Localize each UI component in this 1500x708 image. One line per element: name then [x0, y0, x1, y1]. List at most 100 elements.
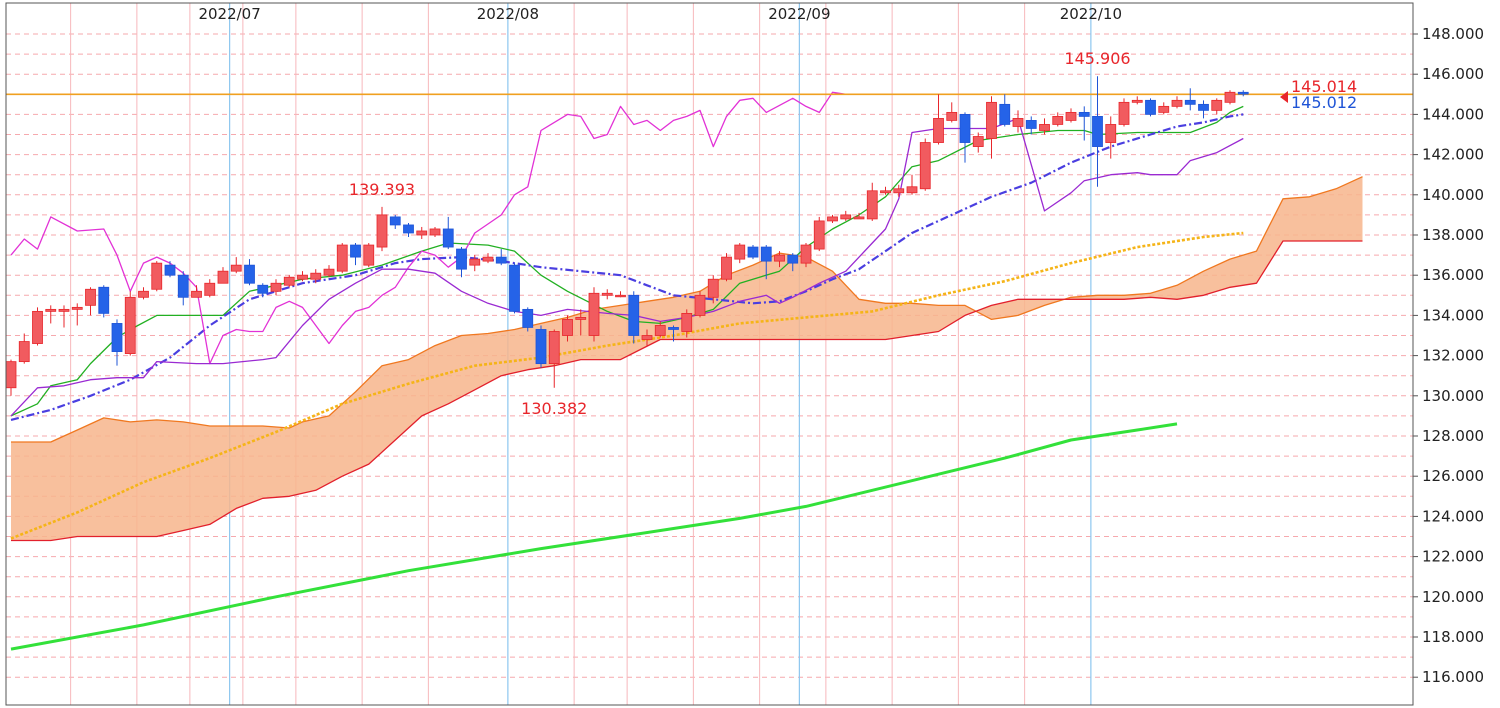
candle-body — [548, 331, 560, 365]
candle-body — [363, 244, 375, 266]
extreme-price-label: 145.906 — [1064, 49, 1130, 68]
indicator-lines — [10, 91, 1244, 651]
candle-body — [866, 190, 878, 220]
y-axis-ticks: 116.000 118.000 120.000 122.000 124.000 126.0… — [1413, 25, 1484, 686]
y-tick-label: 118.000 — [1422, 628, 1484, 646]
candle-body — [1224, 91, 1236, 103]
series-line-green_thin — [10, 105, 1244, 417]
candle-body — [893, 188, 905, 194]
candle-body — [456, 248, 467, 270]
candle-body — [336, 244, 348, 272]
candle-body — [376, 214, 388, 248]
candles — [5, 76, 1249, 396]
candle-body — [601, 292, 613, 296]
candle-body — [919, 142, 931, 190]
y-tick-label: 128.000 — [1422, 427, 1484, 445]
candle-body — [681, 312, 693, 332]
candle-body — [1118, 101, 1130, 125]
candle-body — [946, 111, 958, 121]
candle-body — [177, 274, 189, 298]
candle-body — [1131, 99, 1143, 103]
series-line-orange_dotted — [10, 231, 1244, 540]
cloud-span-b — [11, 240, 1363, 542]
candle-body — [1171, 99, 1183, 107]
candle-body — [469, 258, 481, 266]
candle-body — [1025, 120, 1037, 129]
candle-body — [972, 136, 984, 147]
candle-body — [71, 306, 83, 310]
candle-body — [575, 317, 587, 320]
extreme-price-label: 130.382 — [521, 399, 587, 418]
candle-body — [138, 290, 149, 298]
cloud-span-a — [11, 176, 1363, 443]
candle-body — [230, 264, 242, 272]
series-line-purple — [10, 117, 1244, 417]
candle-body — [58, 308, 70, 312]
candle-body — [1078, 111, 1090, 117]
candle-body — [774, 254, 785, 262]
candle-body — [588, 292, 600, 336]
candle-body — [707, 278, 719, 298]
candle-body — [164, 264, 176, 276]
candle-body — [880, 190, 891, 194]
x-tick-label: 2022/08 — [477, 5, 539, 23]
candle-body — [1105, 124, 1117, 143]
y-tick-label: 136.000 — [1422, 266, 1484, 284]
candle-body — [482, 256, 494, 262]
candle-body — [1184, 99, 1196, 105]
candle-body — [760, 246, 772, 262]
y-tick-label: 142.000 — [1422, 146, 1484, 164]
candle-body — [959, 114, 971, 143]
candle-body — [827, 216, 838, 222]
candle-body — [5, 361, 17, 389]
candle-body — [694, 294, 706, 316]
candle-body — [416, 230, 428, 236]
y-tick-label: 140.000 — [1422, 186, 1484, 204]
candle-body — [257, 284, 269, 294]
candle-body — [1198, 103, 1209, 111]
candle-body — [747, 246, 759, 258]
y-tick-label: 130.000 — [1422, 387, 1484, 405]
y-tick-label: 144.000 — [1422, 105, 1484, 123]
y-tick-label: 134.000 — [1422, 306, 1484, 324]
x-axis-ticks: 2022/07 2022/08 2022/09 2022/10 — [198, 5, 1122, 23]
y-tick-label: 120.000 — [1422, 588, 1484, 606]
candle-body — [1039, 124, 1050, 131]
candle-body — [562, 319, 573, 336]
series-line-magenta — [10, 91, 846, 365]
plot-frame — [5, 2, 1414, 706]
candle-body — [124, 296, 136, 354]
candle-body — [999, 103, 1011, 125]
annotations: 139.393 130.382 145.906 — [349, 49, 1131, 418]
candle-body — [813, 220, 825, 250]
candle-body — [244, 264, 255, 284]
candle-body — [204, 282, 216, 296]
candle-body — [111, 323, 123, 352]
candle-body — [840, 214, 852, 220]
plot-border — [5, 2, 1414, 706]
candle-body — [283, 276, 295, 286]
candle-body — [1012, 118, 1024, 127]
y-tick-label: 148.000 — [1422, 25, 1484, 43]
candle-body — [403, 224, 414, 234]
candle-body — [217, 270, 229, 284]
candle-body — [721, 256, 732, 280]
candle-body — [933, 118, 944, 143]
x-tick-label: 2022/07 — [198, 5, 260, 23]
candle-body — [32, 310, 43, 344]
candle-body — [615, 294, 626, 298]
candle-body — [1158, 105, 1170, 113]
candle-body — [350, 244, 361, 258]
y-tick-label: 122.000 — [1422, 548, 1484, 566]
candle-body — [442, 228, 454, 248]
bid-price-label: 145.012 — [1291, 93, 1357, 112]
candle-body — [495, 256, 507, 264]
candle-body — [85, 288, 96, 306]
series-line-green_thick — [10, 422, 1178, 651]
y-tick-label: 126.000 — [1422, 467, 1484, 485]
candle-body — [18, 341, 30, 363]
candle-body — [429, 228, 441, 236]
y-tick-label: 138.000 — [1422, 226, 1484, 244]
